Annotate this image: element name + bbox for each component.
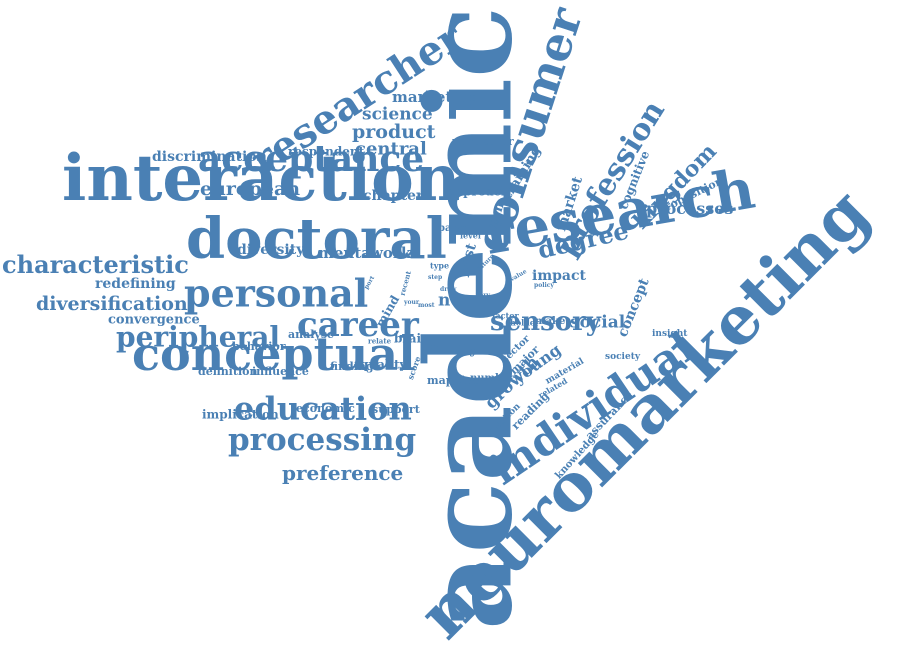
cloud-word: central (355, 138, 427, 160)
cloud-word: impact (532, 267, 586, 284)
cloud-word: policy (534, 282, 554, 290)
cloud-word: mental (318, 244, 377, 262)
cloud-word: your (404, 299, 420, 307)
cloud-word: norm (438, 290, 489, 311)
cloud-word: processes (646, 199, 734, 219)
cloud-word: career (297, 304, 419, 345)
cloud-word: factor (492, 310, 519, 321)
cloud-word: approach (447, 184, 510, 199)
cloud-word: product (352, 120, 436, 143)
cloud-word: doctoral (186, 206, 447, 273)
cloud-word: quality (360, 357, 407, 372)
cloud-word: holder (510, 317, 540, 328)
cloud-word: diversification (36, 292, 188, 315)
cloud-word: convergence (108, 312, 200, 328)
cloud-word: particular (452, 135, 514, 149)
cloud-word: european (200, 177, 301, 200)
cloud-word: analyse (288, 328, 335, 342)
cloud-word: work (370, 244, 412, 262)
cloud-word: society (605, 351, 641, 362)
cloud-word: concept (614, 276, 653, 340)
cloud-word: study (430, 338, 479, 358)
cloud-word: interaction (62, 140, 461, 216)
cloud-word: diversity (237, 241, 305, 258)
cloud-word: behavior (232, 340, 286, 354)
cloud-word: definition (198, 365, 258, 379)
cloud-word: type (430, 260, 450, 271)
cloud-word: brain (394, 331, 430, 346)
cloud-word: respondent (288, 144, 365, 159)
cloud-word: social (570, 312, 626, 333)
cloud-word: chapter (363, 187, 424, 204)
cloud-word: paper (438, 223, 471, 234)
cloud-word: influence (252, 365, 309, 379)
cloud-word: processing (228, 422, 417, 459)
cloud-word: sensory (490, 307, 601, 338)
cloud-word: acceptance (198, 138, 425, 181)
cloud-word: discrimination (152, 148, 267, 165)
cloud-word: economic (296, 402, 355, 416)
cloud-word: step (428, 274, 443, 282)
cloud-word: preference (282, 461, 404, 485)
cloud-word: redefining (95, 275, 176, 292)
cloud-word: finding (330, 360, 374, 374)
cloud-word: marketing (392, 88, 480, 106)
cloud-word: characteristic (2, 249, 189, 279)
cloud-word: make (535, 316, 566, 327)
cloud-word: education (234, 389, 412, 428)
cloud-word: support (372, 403, 420, 417)
cloud-word: draw (440, 286, 457, 294)
cloud-word: mapping (427, 374, 482, 388)
cloud-word: number (470, 373, 514, 384)
cloud-word: level (460, 230, 481, 241)
cloud-word: personal (184, 270, 369, 316)
cloud-word: peripheral (116, 320, 281, 354)
cloud-word: science (362, 104, 433, 125)
cloud-word: conceptual (132, 327, 416, 382)
cloud-word: most (418, 302, 435, 310)
cloud-word: implication (202, 407, 279, 422)
cloud-word: insight (652, 328, 688, 339)
cloud-word: relate (368, 336, 392, 346)
cloud-word: very (476, 292, 490, 300)
